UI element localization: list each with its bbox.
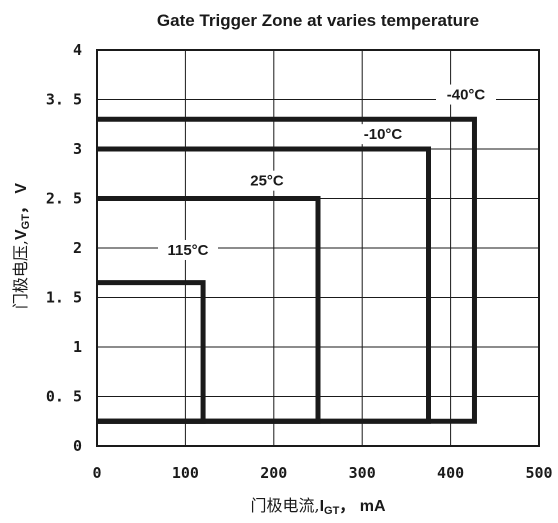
series-label: 115°C	[167, 242, 208, 259]
y-axis-label-subscript: GT	[20, 214, 32, 230]
series-label-bg	[353, 124, 413, 145]
x-axis-label-subscript: GT	[324, 505, 340, 517]
x-tick-label: 300	[349, 464, 376, 482]
x-axis-label-symbol: I	[320, 498, 324, 515]
series-label-bg	[436, 84, 496, 105]
series-label: 25°C	[250, 173, 284, 190]
series-label: -40°C	[447, 87, 486, 104]
plot-frame	[96, 49, 540, 447]
series-curves	[97, 116, 477, 424]
y-tick-label: 2. 5	[46, 190, 82, 208]
y-axis-label-unit: ， V	[13, 183, 30, 214]
x-tick-label: 400	[437, 464, 464, 482]
y-tick-label: 3. 5	[46, 91, 82, 109]
chart-title: Gate Trigger Zone at varies temperature	[157, 11, 479, 30]
x-tick-label: 100	[172, 464, 199, 482]
x-tick-label: 0	[92, 464, 101, 482]
y-tick-label: 0	[73, 437, 82, 455]
x-axis-label-unit: ， mA	[339, 498, 386, 515]
y-tick-label: 0. 5	[46, 388, 82, 406]
series-label: -10°C	[364, 126, 403, 143]
series-label-bg	[158, 239, 218, 260]
y-tick-label: 3	[73, 140, 82, 158]
tick-labels: 0 100 200 300 400 500 0 0. 5 1 1. 5 2 2. 5 3 3. 5 4	[46, 41, 553, 482]
x-tick-label: 500	[525, 464, 552, 482]
y-tick-label: 1. 5	[46, 289, 82, 307]
x-axis-label-cn: 门极电流,	[250, 496, 319, 515]
series-line	[97, 196, 321, 424]
series-label-bg	[243, 170, 291, 191]
y-tick-label: 4	[73, 41, 82, 59]
y-axis-label: 门极电压,VGT， V	[11, 183, 32, 309]
y-axis-label-cn: 门极电压,	[11, 240, 30, 309]
series-line	[97, 116, 477, 424]
y-axis-label-symbol: V	[13, 229, 30, 240]
y-tick-label: 1	[73, 338, 82, 356]
x-axis-label: 门极电流,IGT， mA	[250, 496, 386, 517]
x-tick-label: 200	[260, 464, 287, 482]
series-labels: -40°C -10°C 25°C 115°C	[158, 84, 496, 260]
y-tick-label: 2	[73, 239, 82, 257]
series-line	[97, 280, 206, 424]
